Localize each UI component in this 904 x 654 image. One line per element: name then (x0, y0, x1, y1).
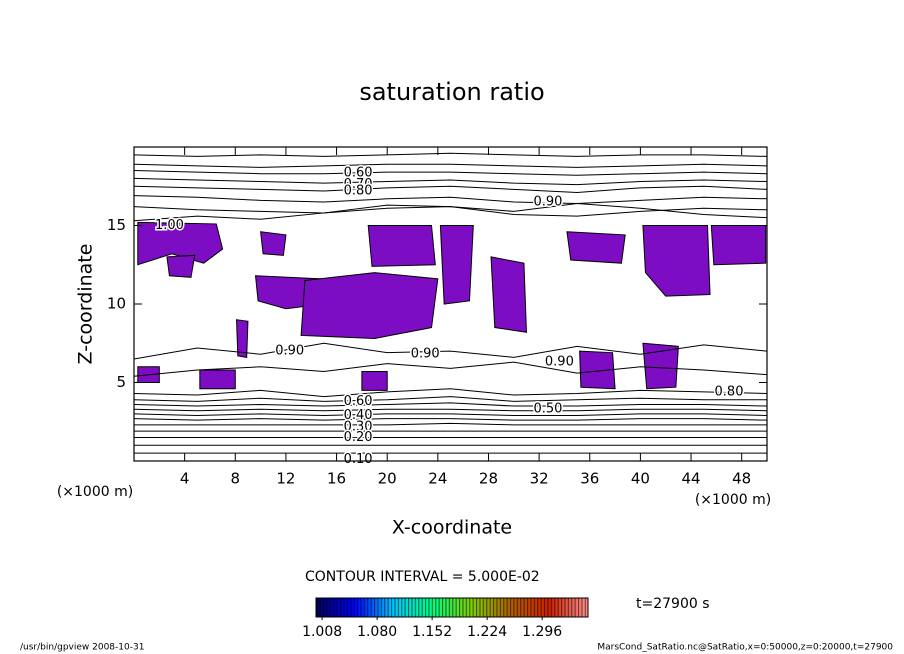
colorbar-tick-label: 1.080 (357, 624, 397, 640)
x-tick-label: 16 (327, 470, 346, 488)
shaded-region (490, 256, 527, 333)
colorbar-frame (315, 597, 589, 618)
footer-right: MarsCond_SatRatio.nc@SatRatio,x=0:50000,… (597, 643, 893, 653)
shaded-region (300, 272, 439, 340)
contour-label: 1.00 (155, 218, 184, 233)
contour-line (133, 163, 768, 168)
shaded-region (439, 225, 474, 305)
contour-label: 0.80 (715, 384, 744, 399)
contour-line (133, 388, 768, 398)
contour-line (133, 195, 768, 205)
x-tick-label: 36 (580, 470, 599, 488)
contour-line (133, 185, 768, 194)
y-unit-label: (×1000 m) (57, 484, 133, 500)
colorbar-tick-label: 1.008 (302, 624, 342, 640)
contour-interval: CONTOUR INTERVAL = 5.000E-02 (305, 569, 540, 585)
contour-line (133, 402, 768, 407)
contour-line (133, 170, 768, 176)
shaded-region (236, 319, 249, 358)
x-tick-label: 48 (732, 470, 751, 488)
y-tick-label: 5 (116, 373, 126, 391)
y-tick-label: 15 (107, 216, 126, 234)
contour-label: 0.80 (344, 183, 373, 198)
x-tick-label: 44 (681, 470, 700, 488)
contour-label: 0.40 (344, 408, 373, 423)
contour-line (133, 177, 768, 186)
colorbar-tick-label: 1.224 (467, 624, 507, 640)
plot-area: 0.600.700.800.901.000.90 0.900.900.800.60… (133, 152, 768, 468)
shaded-region (199, 369, 236, 390)
y-axis-label: Z-coordinate (75, 244, 97, 365)
chart-title: saturation ratio (359, 78, 544, 106)
footer-left: /usr/bin/gpview 2008-10-31 (20, 643, 144, 653)
contour-label: 0.90 (534, 194, 563, 209)
shaded-region (137, 221, 224, 266)
contour-label: 0.30 (344, 420, 373, 435)
contour-line (133, 361, 768, 377)
shaded-region (710, 225, 767, 266)
contour-label: 0.10 (344, 452, 373, 467)
x-tick-label: 8 (231, 470, 241, 488)
x-unit-label: (×1000 m) (695, 492, 771, 508)
shaded-region (566, 231, 626, 264)
shaded-region (361, 371, 388, 391)
x-tick-label: 24 (428, 470, 447, 488)
shaded-region (260, 231, 287, 256)
contour-label: 0.90 (545, 355, 574, 370)
contour-label: 0.60 (344, 165, 373, 180)
contour-line (133, 413, 768, 416)
colorbar-tick-label: 1.296 (522, 624, 562, 640)
colorbar-tick-label: 1.152 (412, 624, 452, 640)
time-label: t=27900 s (636, 596, 710, 612)
contour-label: 0.90 (411, 347, 440, 362)
contour-line (133, 408, 768, 412)
contour-line (133, 418, 768, 421)
contour-line (134, 422, 767, 426)
shaded-region (166, 254, 196, 278)
shaded-region (642, 342, 679, 390)
contour-label: 0.50 (534, 402, 563, 417)
contour-line (133, 203, 768, 222)
colorbar-stripes (316, 598, 588, 617)
x-tick-label: 4 (180, 470, 190, 488)
contour-line (133, 396, 767, 402)
x-axis-label: X-coordinate (392, 517, 512, 539)
contour-label: 0.20 (344, 430, 373, 445)
contour-label: 0.70 (344, 177, 373, 192)
x-tick-label: 20 (378, 470, 397, 488)
x-tick-label: 32 (530, 470, 549, 488)
contour-line (133, 342, 768, 360)
shaded-region (642, 225, 711, 297)
shaded-region (579, 350, 616, 390)
x-tick-label: 12 (276, 470, 295, 488)
x-tick-label: 40 (631, 470, 650, 488)
contour-line (133, 152, 768, 157)
y-tick-label: 10 (107, 295, 126, 313)
contour-label: 0.90 (275, 344, 304, 359)
contour-label: 0.60 (344, 394, 373, 409)
x-tick-label: 28 (479, 470, 498, 488)
shaded-region (367, 225, 436, 267)
